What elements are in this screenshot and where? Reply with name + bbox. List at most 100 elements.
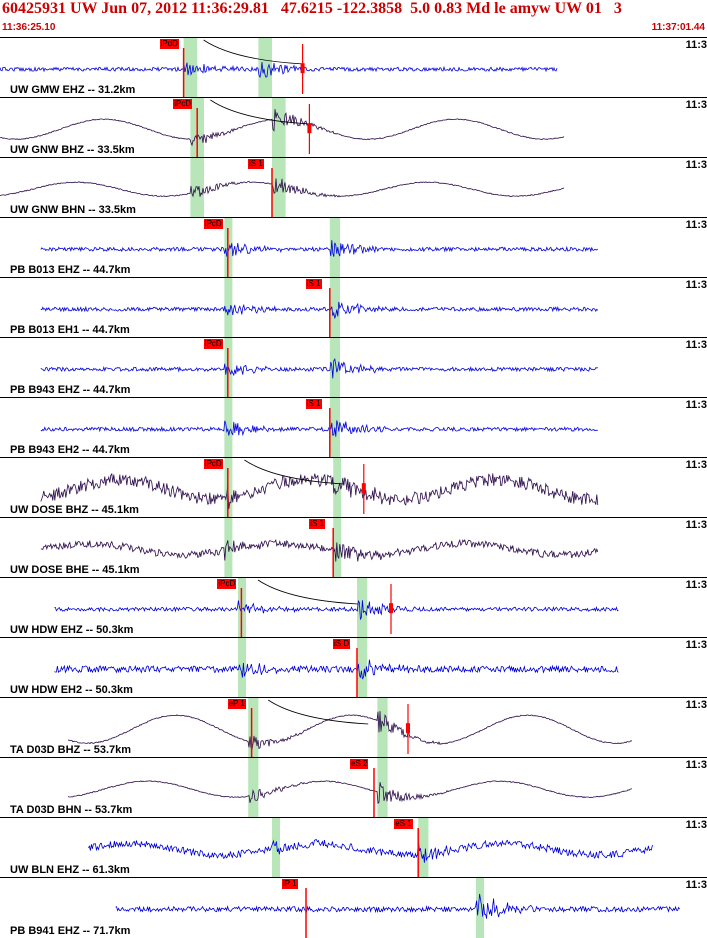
- channel-label: UW DOSE BHZ -- 45.1km: [10, 504, 139, 516]
- trace-panel[interactable]: iS 1 11:3 UW GNW BHN -- 33.5km: [0, 157, 707, 217]
- pick-window: [329, 218, 340, 277]
- waveform-plot: [40, 278, 599, 337]
- channel-label: UW GMW EHZ -- 31.2km: [10, 84, 136, 96]
- trace-time-label: 11:3: [685, 519, 707, 531]
- pick-window: [272, 158, 286, 217]
- waveform-trace: [67, 780, 632, 805]
- trace-panel[interactable]: iS D 11:3 UW HDW EH2 -- 50.3km: [0, 637, 707, 697]
- amplitude-marker-box: [406, 723, 410, 734]
- event-title: 60425931 UW Jun 07, 2012 11:36:29.81 47.…: [2, 0, 622, 17]
- pick-window: [377, 698, 388, 757]
- trace-time-label: 11:3: [685, 279, 707, 291]
- pick-window: [272, 818, 280, 877]
- pick-window: [238, 638, 246, 697]
- channel-label: PB B943 EH2 -- 44.7km: [10, 444, 130, 456]
- trace-panel[interactable]: iS 1 11:3 UW DOSE BHE -- 45.1km: [0, 517, 707, 577]
- waveform-trace: [67, 711, 633, 751]
- waveform-plot: [0, 158, 565, 217]
- pick-tag[interactable]: iS 1: [248, 159, 264, 169]
- waveform-plot: [54, 638, 619, 697]
- trace-time-label: 11:3: [685, 579, 707, 591]
- trace-panel[interactable]: eP 1 11:3 TA D03D BHZ -- 53.7km: [0, 697, 707, 757]
- trace-time-label: 11:3: [685, 39, 707, 51]
- pick-window: [333, 458, 342, 517]
- waveform-plot: [40, 398, 598, 457]
- trace-time-label: 11:3: [685, 219, 707, 231]
- amplitude-marker-box: [300, 63, 305, 74]
- waveform-trace: [0, 178, 565, 198]
- trace-time-label: 11:3: [685, 639, 707, 651]
- waveform-plot: [40, 518, 599, 577]
- waveform-plot: [54, 578, 619, 637]
- coda-curve: [257, 579, 359, 605]
- pick-tag[interactable]: iPcD: [203, 339, 223, 349]
- channel-label: UW HDW EHZ -- 50.3km: [10, 624, 134, 636]
- trace-panel[interactable]: iPcD 11:3 UW HDW EHZ -- 50.3km: [0, 577, 707, 637]
- channel-label: UW BLN EHZ -- 61.3km: [10, 864, 130, 876]
- pick-tag[interactable]: iPdD: [159, 39, 179, 49]
- waveform-plot: [88, 818, 653, 877]
- pick-window: [258, 38, 272, 97]
- waveform-trace: [88, 839, 653, 863]
- trace-time-label: 11:3: [685, 339, 707, 351]
- channel-label: PB B941 EHZ -- 71.7km: [10, 925, 131, 937]
- channel-label: PB B943 EHZ -- 44.7km: [10, 384, 131, 396]
- pick-tag[interactable]: iS 1: [305, 399, 322, 409]
- trace-panel[interactable]: iPcD 11:3 PB B943 EHZ -- 44.7km: [0, 337, 707, 397]
- pick-tag[interactable]: iS 1: [309, 519, 325, 529]
- pick-window: [476, 878, 484, 938]
- pick-tag[interactable]: iS D: [333, 639, 351, 649]
- channel-label: TA D03D BHN -- 53.7km: [10, 804, 133, 816]
- trace-panel[interactable]: iPcD 11:3 UW DOSE BHZ -- 45.1km: [0, 457, 707, 517]
- waveform-trace: [54, 659, 619, 680]
- pick-tag[interactable]: iPcD: [203, 219, 223, 229]
- channel-label: UW GNW BHN -- 33.5km: [10, 204, 136, 216]
- waveform-plot: [0, 38, 558, 97]
- pick-window: [329, 278, 340, 337]
- trace-panel[interactable]: iPdD 11:3 UW GMW EHZ -- 31.2km: [0, 37, 707, 97]
- waveform-trace: [40, 538, 599, 562]
- pick-tag[interactable]: iP 1: [282, 879, 298, 889]
- waveform-plot: [67, 698, 633, 757]
- pick-window: [329, 338, 340, 397]
- trace-panel[interactable]: iP 1 11:3 PB B941 EHZ -- 71.7km: [0, 877, 707, 938]
- trace-time-label: 11:3: [685, 99, 707, 111]
- trace-panel[interactable]: iS 1 11:3 PB B943 EH2 -- 44.7km: [0, 397, 707, 457]
- pick-tag[interactable]: iS 1: [305, 279, 322, 289]
- pick-tag[interactable]: iPcD: [203, 459, 223, 469]
- trace-panel[interactable]: eS 1 11:3 UW BLN EHZ -- 61.3km: [0, 817, 707, 877]
- header: 60425931 UW Jun 07, 2012 11:36:29.81 47.…: [0, 0, 707, 37]
- trace-panel[interactable]: iPcD 11:3 PB B013 EHZ -- 44.7km: [0, 217, 707, 277]
- end-time: 11:37:01.44: [651, 22, 705, 33]
- channel-label: UW GNW BHZ -- 33.5km: [10, 144, 135, 156]
- waveform-trace: [115, 893, 680, 919]
- pick-tag[interactable]: iPcD: [217, 579, 237, 589]
- waveform-trace: [0, 61, 558, 79]
- pick-window: [224, 278, 233, 337]
- pick-window: [418, 818, 429, 877]
- pick-tag[interactable]: iPcD: [173, 99, 193, 109]
- amplitude-marker-box: [361, 483, 366, 494]
- waveform-trace: [54, 600, 619, 621]
- trace-panel[interactable]: eS 2 11:3 TA D03D BHN -- 53.7km: [0, 757, 707, 817]
- channel-label: TA D03D BHZ -- 53.7km: [10, 744, 132, 756]
- channel-label: UW HDW EH2 -- 50.3km: [10, 684, 133, 696]
- waveform-plot: [40, 218, 599, 277]
- trace-panel[interactable]: iS 1 11:3 PB B013 EH1 -- 44.7km: [0, 277, 707, 337]
- pick-tag[interactable]: eS 2: [350, 759, 369, 769]
- trace-panel[interactable]: iPcD 11:3 UW GNW BHZ -- 33.5km: [0, 97, 707, 157]
- trace-time-label: 11:3: [685, 459, 707, 471]
- waveform-plot: [115, 878, 680, 938]
- channel-label: PB B013 EH1 -- 44.7km: [10, 324, 130, 336]
- pick-tag[interactable]: eS 1: [394, 819, 413, 829]
- pick-tag[interactable]: eP 1: [227, 699, 246, 709]
- waveform-plot: [67, 758, 632, 817]
- coda-curve: [267, 699, 369, 725]
- trace-time-label: 11:3: [685, 699, 707, 711]
- waveform-trace: [40, 472, 599, 509]
- pick-window: [248, 698, 259, 757]
- trace-time-label: 11:3: [685, 159, 707, 171]
- trace-time-label: 11:3: [685, 399, 707, 411]
- amplitude-marker-box: [389, 603, 393, 614]
- coda-curve: [244, 459, 345, 485]
